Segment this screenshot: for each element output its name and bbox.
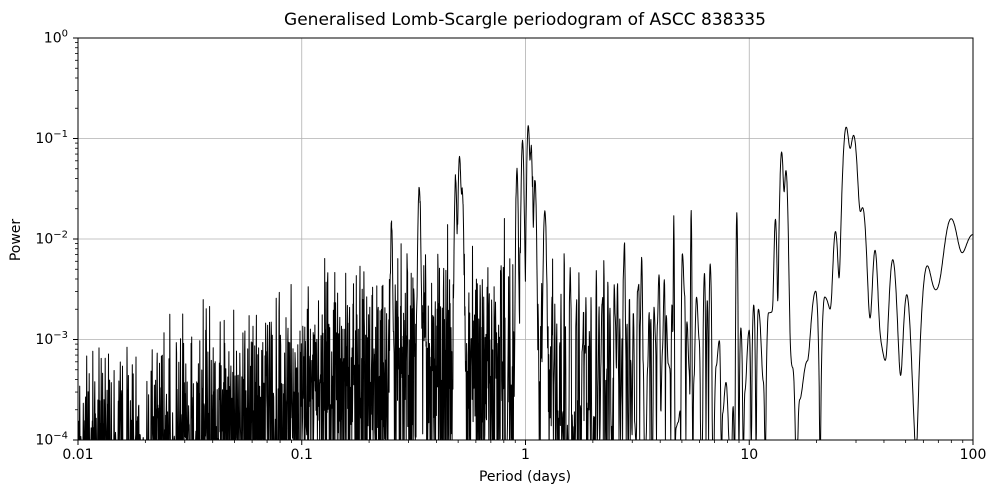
x-tick-labels: 0.01 0.1 1 10 100: [62, 447, 986, 463]
x-axis-label: Period (days): [479, 469, 571, 485]
x-tick-label: 10: [740, 447, 758, 463]
tick-layer: [73, 37, 974, 445]
chart-title: Generalised Lomb-Scargle periodogram of …: [284, 10, 766, 30]
y-axis-label: Power: [8, 219, 24, 262]
x-tick-label: 100: [960, 447, 987, 463]
x-tick-label: 0.01: [62, 447, 93, 463]
periodogram-line: [77, 125, 974, 441]
x-tick-label: 0.1: [291, 447, 313, 463]
x-tick-label: 1: [521, 447, 530, 463]
